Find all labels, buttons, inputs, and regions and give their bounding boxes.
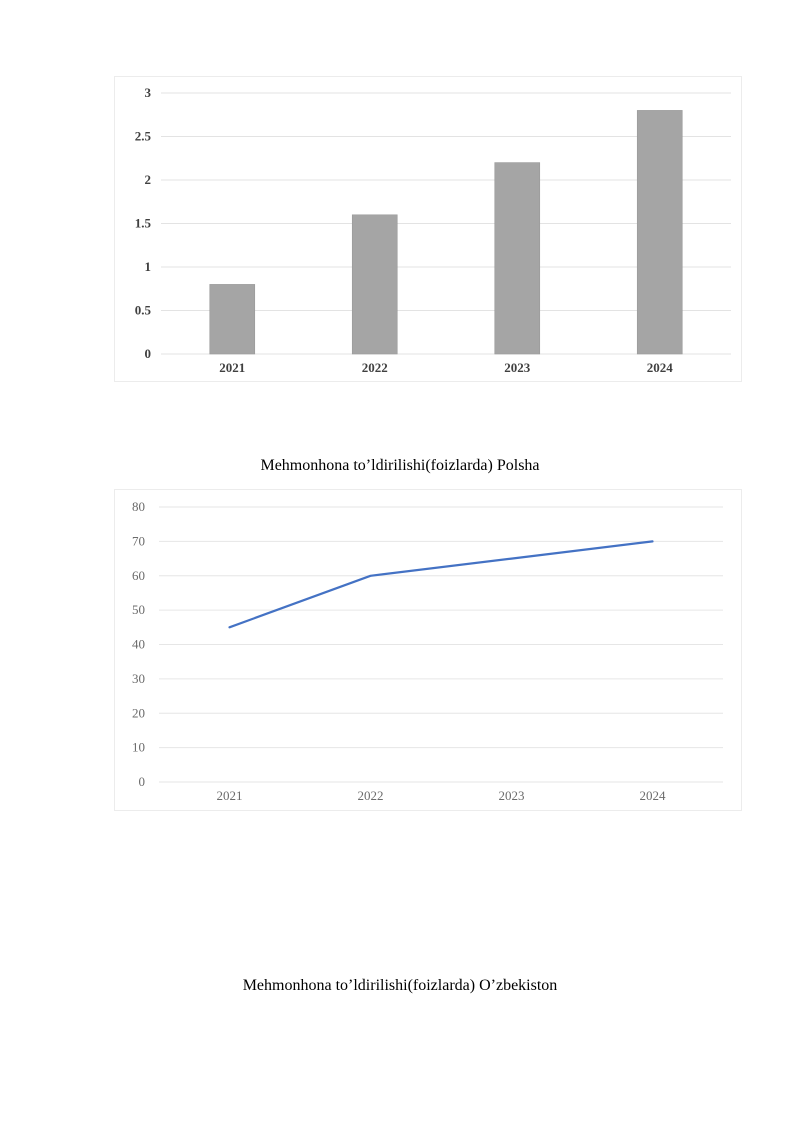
bar-x-tick-label: 2022 — [362, 360, 388, 375]
line-x-tick-label: 2024 — [640, 788, 667, 803]
bar-y-tick-label: 2 — [145, 172, 152, 187]
bar-y-tick-label: 2.5 — [135, 129, 152, 144]
bar-x-tick-label: 2023 — [504, 360, 531, 375]
line-y-tick-label: 70 — [132, 533, 145, 548]
line-y-tick-label: 10 — [132, 740, 145, 755]
line-x-tick-label: 2022 — [358, 788, 384, 803]
bar-chart: 0 0.5 1 1.5 2 2.5 3 2021 2022 2023 2024 — [135, 85, 731, 375]
line-x-tick-label: 2023 — [499, 788, 525, 803]
chart-caption-polsha: Mehmonhona to’ldirilishi(foizlarda) Pols… — [260, 457, 540, 474]
line-y-tick-label: 80 — [132, 499, 145, 514]
line-series — [228, 540, 654, 629]
line-y-tick-label: 60 — [132, 568, 145, 583]
bar — [494, 162, 541, 355]
line-y-tick-label: 0 — [139, 774, 146, 789]
line-chart-container: 0 10 20 30 40 50 60 70 80 2021 2022 2023 2024 — [114, 489, 742, 811]
bar-y-tick-label: 0 — [145, 346, 152, 361]
bar — [209, 284, 256, 355]
line-chart: 0 10 20 30 40 50 60 70 80 2021 2022 2023 2024 — [132, 499, 723, 803]
bar-y-tick-label: 1 — [145, 259, 152, 274]
bar-y-tick-label: 3 — [145, 85, 152, 100]
bar-y-tick-label: 0.5 — [135, 303, 152, 318]
bar-x-tick-label: 2024 — [647, 360, 674, 375]
bar — [636, 110, 683, 355]
line-y-tick-label: 30 — [132, 671, 145, 686]
line-y-tick-label: 20 — [132, 705, 145, 720]
bar-chart-container: 0 0.5 1 1.5 2 2.5 3 2021 2022 2023 2024 — [114, 76, 742, 382]
line-y-tick-label: 40 — [132, 637, 145, 652]
bar — [351, 214, 398, 355]
line-y-tick-label: 50 — [132, 602, 145, 617]
line-x-tick-label: 2021 — [217, 788, 243, 803]
bar-y-tick-label: 1.5 — [135, 216, 152, 231]
bar-x-tick-label: 2021 — [219, 360, 245, 375]
chart-caption-ozbekiston: Mehmonhona to’ldirilishi(foizlarda) O’zb… — [242, 977, 558, 994]
